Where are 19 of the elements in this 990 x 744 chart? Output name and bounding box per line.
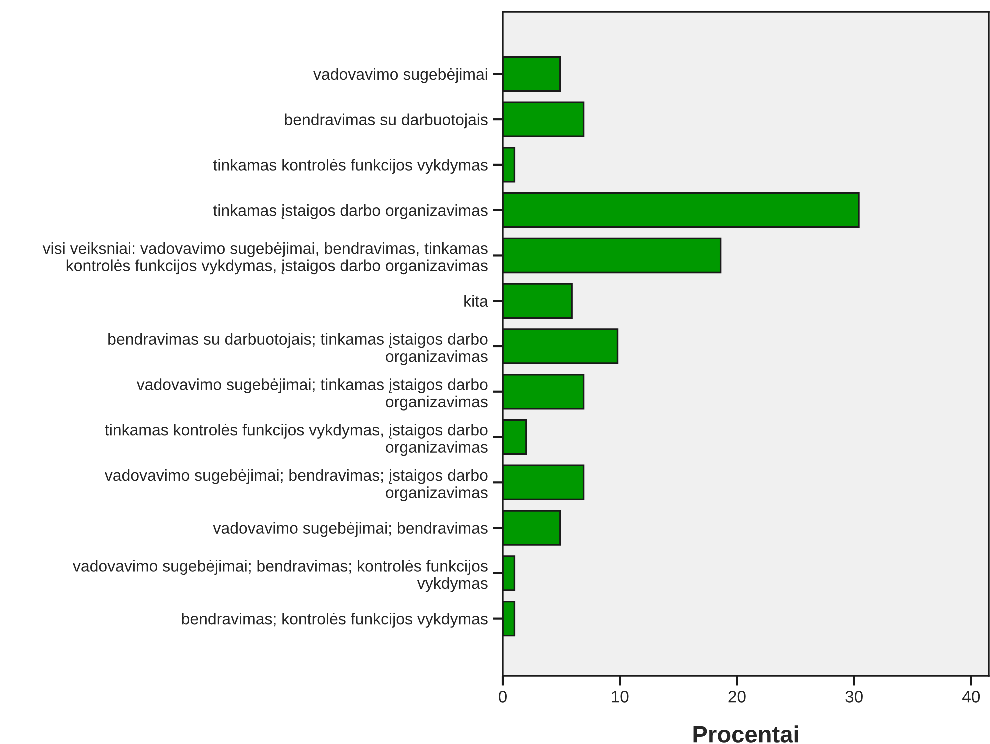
y-tick-label: vadovavimo sugebėjimai; bendravimas; įstaigos darbo organizavimas <box>104 469 488 502</box>
x-axis-title: Procentai <box>694 726 798 743</box>
y-tick-label: tinkamas kontrolės funkcijos vykdymas, įstaigos darbo organizavimas <box>105 424 488 456</box>
x-tick-label: 30 <box>846 691 863 703</box>
y-tick-label: kita <box>464 295 488 308</box>
y-tick-label: vadovavimo sugebėjimai <box>314 68 488 84</box>
y-tick-label: vadovavimo sugebėjimai; bendravimas; kontrolės funkcijos vykdymas <box>73 560 488 592</box>
x-tick-label: 0 <box>499 691 507 703</box>
y-tick-label: tinkamas įstaigos darbo organizavimas <box>213 204 488 220</box>
y-tick-label: bendravimas; kontrolės funkcijos vykdymas <box>182 613 488 628</box>
y-tick-label: vadovavimo sugebėjimai; bendravimas <box>213 522 488 538</box>
y-tick-label: bendravimas su darbuotojais; tinkamas įstaigos darbo organizavimas <box>108 333 488 366</box>
y-tick-label: tinkamas kontrolės funkcijos vykdymas <box>213 159 488 174</box>
x-tick-label: 20 <box>728 691 746 703</box>
y-tick-label: vadovavimo sugebėjimai; tinkamas įstaigos darbo organizavimas <box>136 378 488 411</box>
y-tick-label: bendravimas su darbuotojais <box>285 114 488 129</box>
x-tick-label: 40 <box>962 691 980 703</box>
x-tick-label: 10 <box>612 691 629 703</box>
y-tick-label: visi veiksniai: vadovavimo sugebėjimai, bendravimas, tinkamas kontrolės funkcijos vykdymas, įstaigos darbo organizavimas <box>42 242 488 275</box>
